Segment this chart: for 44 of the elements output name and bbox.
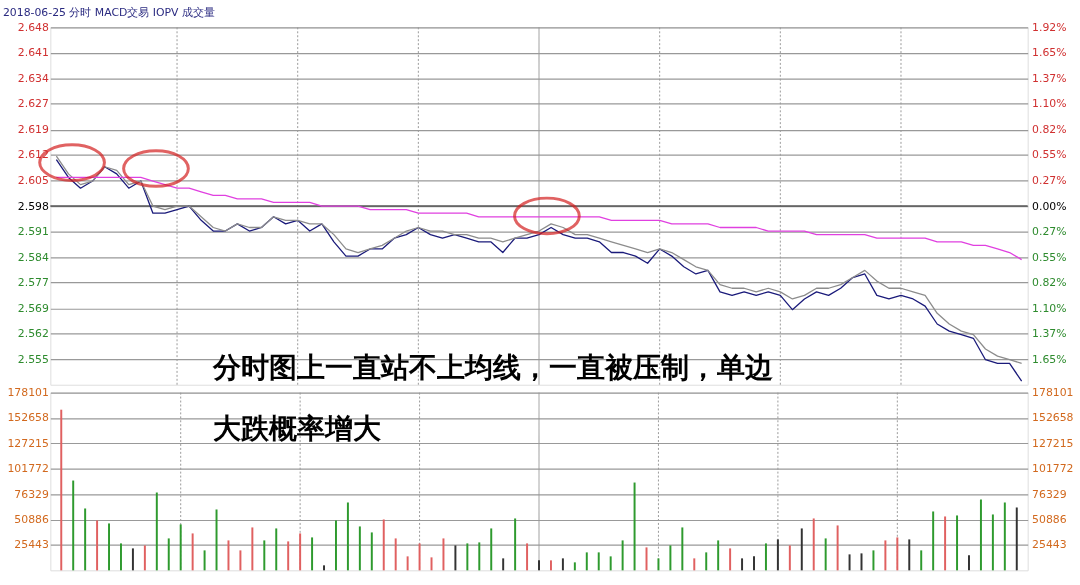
y-tick-label: 2.634 xyxy=(17,71,49,85)
y2-tick-label: 1.92% xyxy=(1032,20,1067,34)
y2-tick-label: 76329 xyxy=(1032,487,1067,501)
y-tick-label: 101772 xyxy=(7,462,49,476)
y-tick-label: 2.641 xyxy=(17,46,49,60)
annotation: 大跌概率增大 xyxy=(213,412,383,446)
y2-tick-label: 0.82% xyxy=(1032,122,1067,136)
y2-tick-label: 1.37% xyxy=(1032,71,1067,85)
y2-tick-label: 1.65% xyxy=(1032,352,1067,366)
y-tick-label: 2.648 xyxy=(17,20,49,34)
y2-tick-label: 127215 xyxy=(1032,436,1074,450)
y-tick-label: 2.605 xyxy=(17,174,49,188)
y2-tick-label: 0.55% xyxy=(1032,250,1067,264)
y-tick-label: 2.569 xyxy=(17,301,49,315)
y2-tick-label: 50886 xyxy=(1032,513,1067,527)
y2-tick-label: 1.10% xyxy=(1032,97,1067,111)
y2-tick-label: 0.27% xyxy=(1032,173,1067,187)
y-tick-label: 152658 xyxy=(7,411,49,425)
y-tick-label: 178101 xyxy=(7,386,49,400)
y-tick-label: 76329 xyxy=(14,487,49,501)
y2-tick-label: 0.00% xyxy=(1032,199,1067,213)
chart-title: 2018-06-25 分时 MACD交易 IOPV 成交量 xyxy=(2,5,215,19)
y-tick-label: 25443 xyxy=(14,538,49,552)
y-tick-label: 2.577 xyxy=(17,275,49,289)
y-tick-label: 2.627 xyxy=(17,97,49,111)
y2-tick-label: 0.27% xyxy=(1032,225,1067,239)
y-tick-label: 2.555 xyxy=(17,352,49,366)
y-tick-label: 50886 xyxy=(14,513,49,527)
y2-tick-label: 1.37% xyxy=(1032,327,1067,341)
y-tick-label: 127215 xyxy=(7,436,49,450)
y2-tick-label: 0.55% xyxy=(1032,148,1067,162)
y-tick-label: 2.591 xyxy=(17,224,49,238)
y-tick-label: 2.584 xyxy=(17,250,49,264)
y2-tick-label: 101772 xyxy=(1032,462,1074,476)
y2-tick-label: 152658 xyxy=(1032,411,1074,425)
y2-tick-label: 0.82% xyxy=(1032,276,1067,290)
annotation: 分时图上一直站不上均线，一直被压制，单边 xyxy=(212,350,774,384)
y2-tick-label: 1.65% xyxy=(1032,46,1067,60)
y-tick-label: 2.562 xyxy=(17,327,49,341)
y2-tick-label: 1.10% xyxy=(1032,301,1067,315)
y2-tick-label: 178101 xyxy=(1032,386,1074,400)
y2-tick-label: 25443 xyxy=(1032,538,1067,552)
y-tick-label: 2.619 xyxy=(17,123,49,137)
y-tick-label: 2.598 xyxy=(17,199,49,213)
